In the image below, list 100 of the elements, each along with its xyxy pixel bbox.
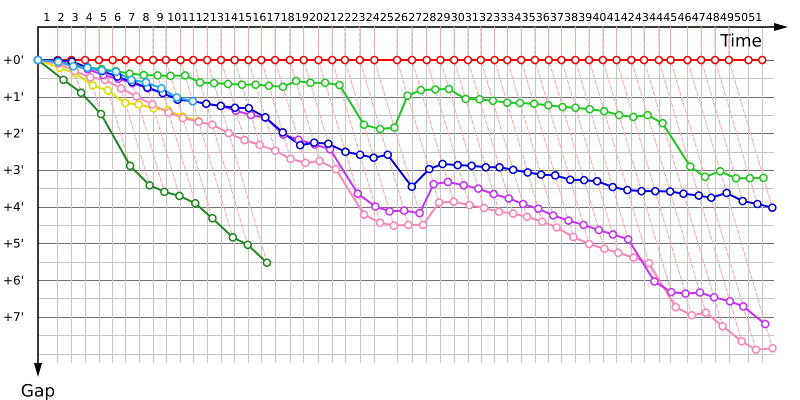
point xyxy=(202,56,212,64)
point xyxy=(544,56,553,64)
point xyxy=(571,56,580,64)
point xyxy=(480,204,488,212)
point xyxy=(390,123,399,132)
point xyxy=(667,288,676,296)
x-tick-label: 29 xyxy=(436,11,451,24)
point xyxy=(623,186,632,194)
point xyxy=(710,56,720,64)
x-tick-label: 28 xyxy=(422,11,436,24)
point xyxy=(216,56,226,64)
point xyxy=(629,253,638,262)
x-tick-label: 22 xyxy=(337,11,352,24)
point xyxy=(257,56,266,64)
y-axis-title: Gap xyxy=(20,382,56,400)
point xyxy=(489,190,498,198)
x-tick-label: 45 xyxy=(663,11,678,24)
y-tick-label: +7' xyxy=(2,310,24,324)
point xyxy=(569,232,578,242)
point xyxy=(335,80,344,90)
point xyxy=(369,153,378,162)
x-tick-label: 32 xyxy=(479,11,494,24)
point xyxy=(356,150,364,160)
x-tick-label: 2 xyxy=(57,11,64,24)
x-tick-label: 34 xyxy=(507,11,522,24)
x-tick-label: 14 xyxy=(224,11,238,24)
point xyxy=(600,106,608,116)
point xyxy=(243,240,252,250)
point xyxy=(224,80,232,88)
point xyxy=(438,160,447,168)
point xyxy=(464,56,472,64)
x-tick-label: 40 xyxy=(592,11,606,24)
x-tick-label: 1 xyxy=(43,11,50,24)
point xyxy=(356,56,364,64)
point xyxy=(759,174,768,182)
x-tick-label: 47 xyxy=(692,11,706,24)
point xyxy=(518,200,528,208)
point xyxy=(96,110,106,118)
point xyxy=(584,240,594,248)
point xyxy=(752,346,760,354)
point xyxy=(580,176,588,184)
point xyxy=(744,56,753,64)
x-tick-label: 23 xyxy=(352,11,366,24)
x-tick-label: 27 xyxy=(408,11,422,24)
point xyxy=(175,192,184,200)
point xyxy=(450,56,458,64)
point xyxy=(475,95,484,104)
point xyxy=(162,56,170,64)
point xyxy=(558,102,567,112)
point xyxy=(191,199,200,208)
point xyxy=(746,174,754,183)
point xyxy=(629,112,638,122)
x-tick-label: 19 xyxy=(294,11,309,24)
x-tick-label: 33 xyxy=(493,11,508,24)
point xyxy=(424,164,434,174)
point xyxy=(566,176,574,184)
point xyxy=(696,56,706,64)
point xyxy=(301,158,310,168)
point xyxy=(176,56,185,64)
point xyxy=(598,56,608,64)
x-tick-label: 10 xyxy=(167,11,182,24)
point xyxy=(240,136,249,144)
point xyxy=(416,86,426,94)
point xyxy=(461,94,470,104)
x-tick-label: 12 xyxy=(196,11,210,24)
point xyxy=(360,210,368,219)
point xyxy=(738,196,747,206)
point xyxy=(196,78,204,87)
point xyxy=(495,163,504,172)
point xyxy=(142,78,150,87)
x-tick-label: 25 xyxy=(380,11,394,24)
point xyxy=(706,194,716,202)
point xyxy=(702,308,710,317)
point xyxy=(94,56,104,64)
point xyxy=(160,188,169,196)
point xyxy=(538,217,546,226)
y-tick-label: +4' xyxy=(2,200,24,214)
point xyxy=(429,180,438,188)
point xyxy=(208,214,217,223)
point xyxy=(508,209,518,218)
x-tick-label: 37 xyxy=(550,11,564,24)
point xyxy=(732,174,740,183)
x-tick-label: 11 xyxy=(181,11,196,24)
point xyxy=(586,105,594,114)
point xyxy=(726,297,734,306)
x-tick-label: 42 xyxy=(620,11,635,24)
point xyxy=(251,80,260,89)
point xyxy=(584,56,594,64)
x-tick-label: 44 xyxy=(649,11,664,24)
point xyxy=(696,288,704,297)
point xyxy=(753,200,762,208)
point xyxy=(286,56,294,64)
point xyxy=(270,56,280,64)
x-tick-label: 4 xyxy=(86,11,93,24)
point xyxy=(286,154,295,164)
x-tick-label: 49 xyxy=(720,11,734,24)
x-tick-label: 46 xyxy=(677,11,692,24)
point xyxy=(210,78,218,88)
point xyxy=(392,56,402,64)
point xyxy=(418,220,428,230)
